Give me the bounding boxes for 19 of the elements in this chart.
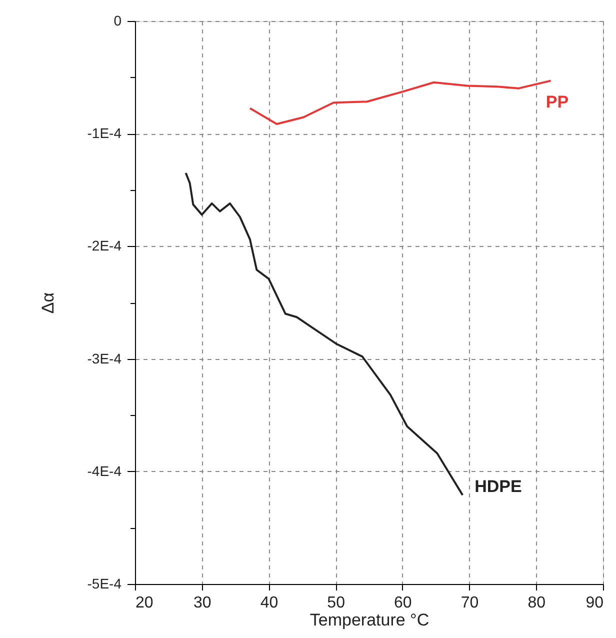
x-tick-label: 80 <box>528 594 546 612</box>
x-tick-label: 60 <box>394 594 412 612</box>
y-axis-title: Δα <box>38 292 58 314</box>
y-tick-label: -4E-4 <box>87 462 122 479</box>
y-tick-label: -5E-4 <box>87 576 122 592</box>
x-tick-label: 20 <box>136 594 154 612</box>
x-tick-label: 30 <box>193 594 212 612</box>
x-axis-title: Temperature °C <box>310 610 430 630</box>
y-tick-label: 0 <box>114 12 122 28</box>
series-label: HDPE <box>474 477 522 496</box>
x-tick-label: 50 <box>327 594 346 612</box>
y-tick-label: -3E-4 <box>87 350 122 366</box>
y-tick-label: -2E-4 <box>87 238 122 254</box>
line-series <box>184 172 464 496</box>
x-tick-label: 70 <box>460 594 479 612</box>
x-tick-label: 90 <box>586 594 604 612</box>
x-tick-label: 40 <box>260 594 278 612</box>
series-label: PP <box>546 92 569 112</box>
y-tick-label: -1E-4 <box>87 125 122 142</box>
